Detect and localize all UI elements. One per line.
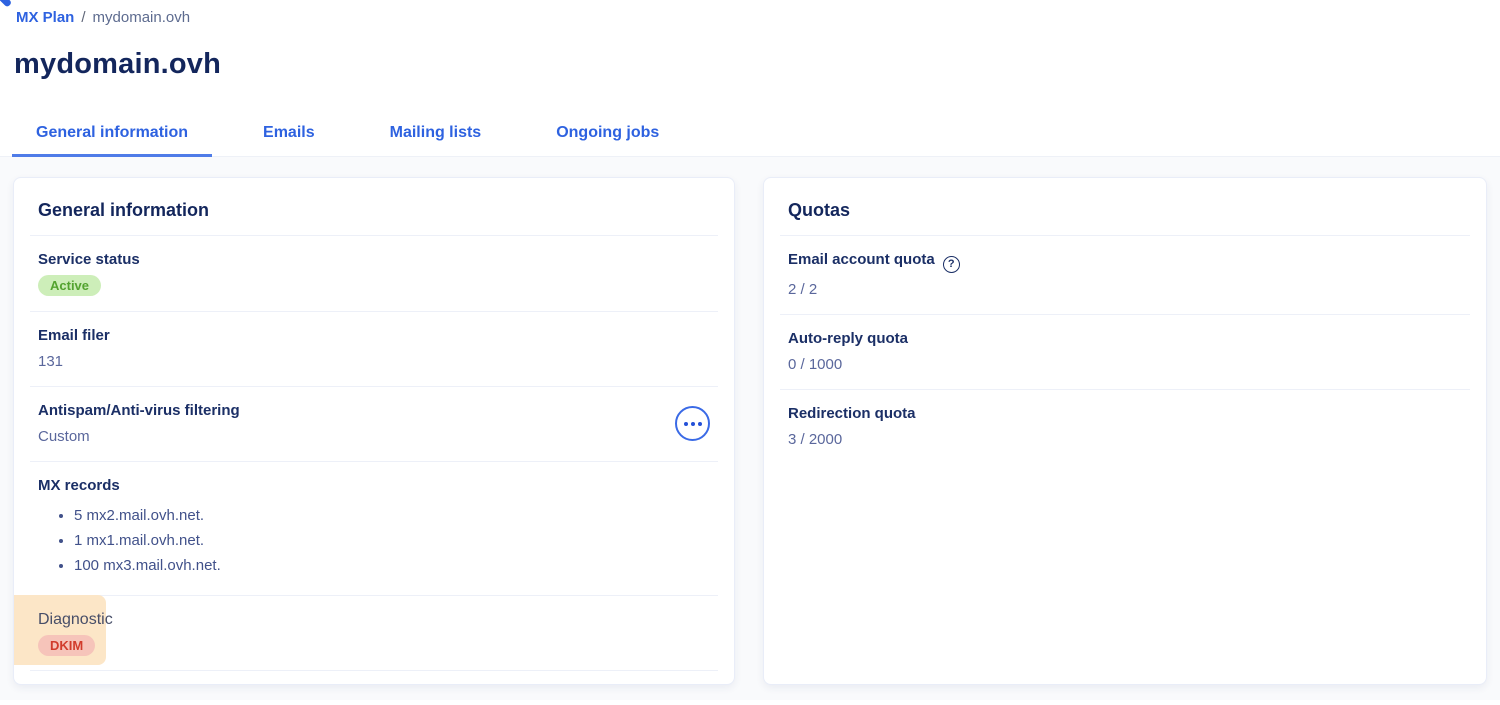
tab-emails[interactable]: Emails (263, 124, 315, 141)
divider (780, 389, 1470, 390)
mx-records-label: MX records (38, 477, 120, 494)
mx-records-section: MX records 5 mx2.mail.ovh.net. 1 mx1.mai… (14, 462, 734, 595)
mx-record-item: 100 mx3.mail.ovh.net. (74, 553, 710, 578)
divider (30, 461, 718, 462)
divider (30, 670, 718, 671)
redirection-quota-value: 3 / 2000 (788, 431, 843, 448)
antispam-value: Custom (38, 428, 90, 445)
email-account-quota-label: Email account quota? (788, 250, 1462, 273)
email-filer-value: 131 (38, 353, 64, 370)
divider (780, 314, 1470, 315)
divider (30, 386, 718, 387)
antispam-section: Antispam/Anti-virus filtering Custom (14, 387, 734, 461)
breadcrumb-root-link[interactable]: MX Plan (16, 9, 75, 26)
divider (780, 235, 1470, 236)
auto-reply-quota-value: 0 / 1000 (788, 356, 843, 373)
service-status-label: Service status (38, 251, 140, 268)
ellipsis-icon (690, 421, 695, 426)
breadcrumb: MX Plan / mydomain.ovh (16, 9, 1484, 26)
mx-record-item: 1 mx1.mail.ovh.net. (74, 528, 710, 553)
quotas-card-title: Quotas (788, 200, 851, 220)
mx-record-item: 5 mx2.mail.ovh.net. (74, 503, 710, 528)
divider (30, 235, 718, 236)
redirection-quota-label: Redirection quota (788, 405, 916, 422)
help-icon[interactable]: ? (942, 256, 960, 273)
diagnostic-label: Diagnostic (38, 611, 113, 628)
antispam-label: Antispam/Anti-virus filtering (38, 402, 240, 419)
tab-general-information[interactable]: General information (12, 113, 213, 157)
tab-bar: General information Emails Mailing lists… (0, 113, 1500, 157)
page-title: mydomain.ovh (14, 48, 222, 80)
email-account-quota-text: Email account quota (788, 251, 935, 268)
quotas-card: Quotas Email account quota? 2 / 2 Auto-r… (763, 177, 1487, 685)
mx-records-list: 5 mx2.mail.ovh.net. 1 mx1.mail.ovh.net. … (38, 503, 710, 578)
main-content: General information Service status Activ… (0, 157, 1500, 700)
auto-reply-quota-section: Auto-reply quota 0 / 1000 (764, 315, 1486, 389)
status-badge: Active (38, 275, 102, 296)
antispam-actions-button[interactable] (675, 406, 710, 441)
email-filer-section: Email filer 131 (14, 312, 734, 386)
general-information-card: General information Service status Activ… (13, 177, 735, 685)
breadcrumb-separator: / (81, 9, 86, 26)
breadcrumb-current: mydomain.ovh (92, 9, 191, 26)
divider (30, 595, 718, 596)
ellipsis-icon (683, 421, 688, 426)
divider (30, 311, 718, 312)
service-status-section: Service status Active (14, 236, 734, 311)
redirection-quota-section: Redirection quota 3 / 2000 (764, 390, 1486, 464)
auto-reply-quota-label: Auto-reply quota (788, 330, 908, 347)
email-account-quota-value: 2 / 2 (788, 281, 818, 298)
email-account-quota-section: Email account quota? 2 / 2 (764, 236, 1486, 314)
general-card-title: General information (38, 200, 210, 220)
page-header: MX Plan / mydomain.ovh mydomain.ovh (0, 0, 1500, 81)
tab-mailing-lists[interactable]: Mailing lists (389, 124, 482, 141)
diagnostic-section: Diagnostic DKIM (14, 595, 734, 670)
email-filer-label: Email filer (38, 327, 110, 344)
ellipsis-icon (697, 421, 702, 426)
tab-ongoing-jobs[interactable]: Ongoing jobs (556, 124, 660, 141)
dkim-badge[interactable]: DKIM (38, 635, 96, 656)
